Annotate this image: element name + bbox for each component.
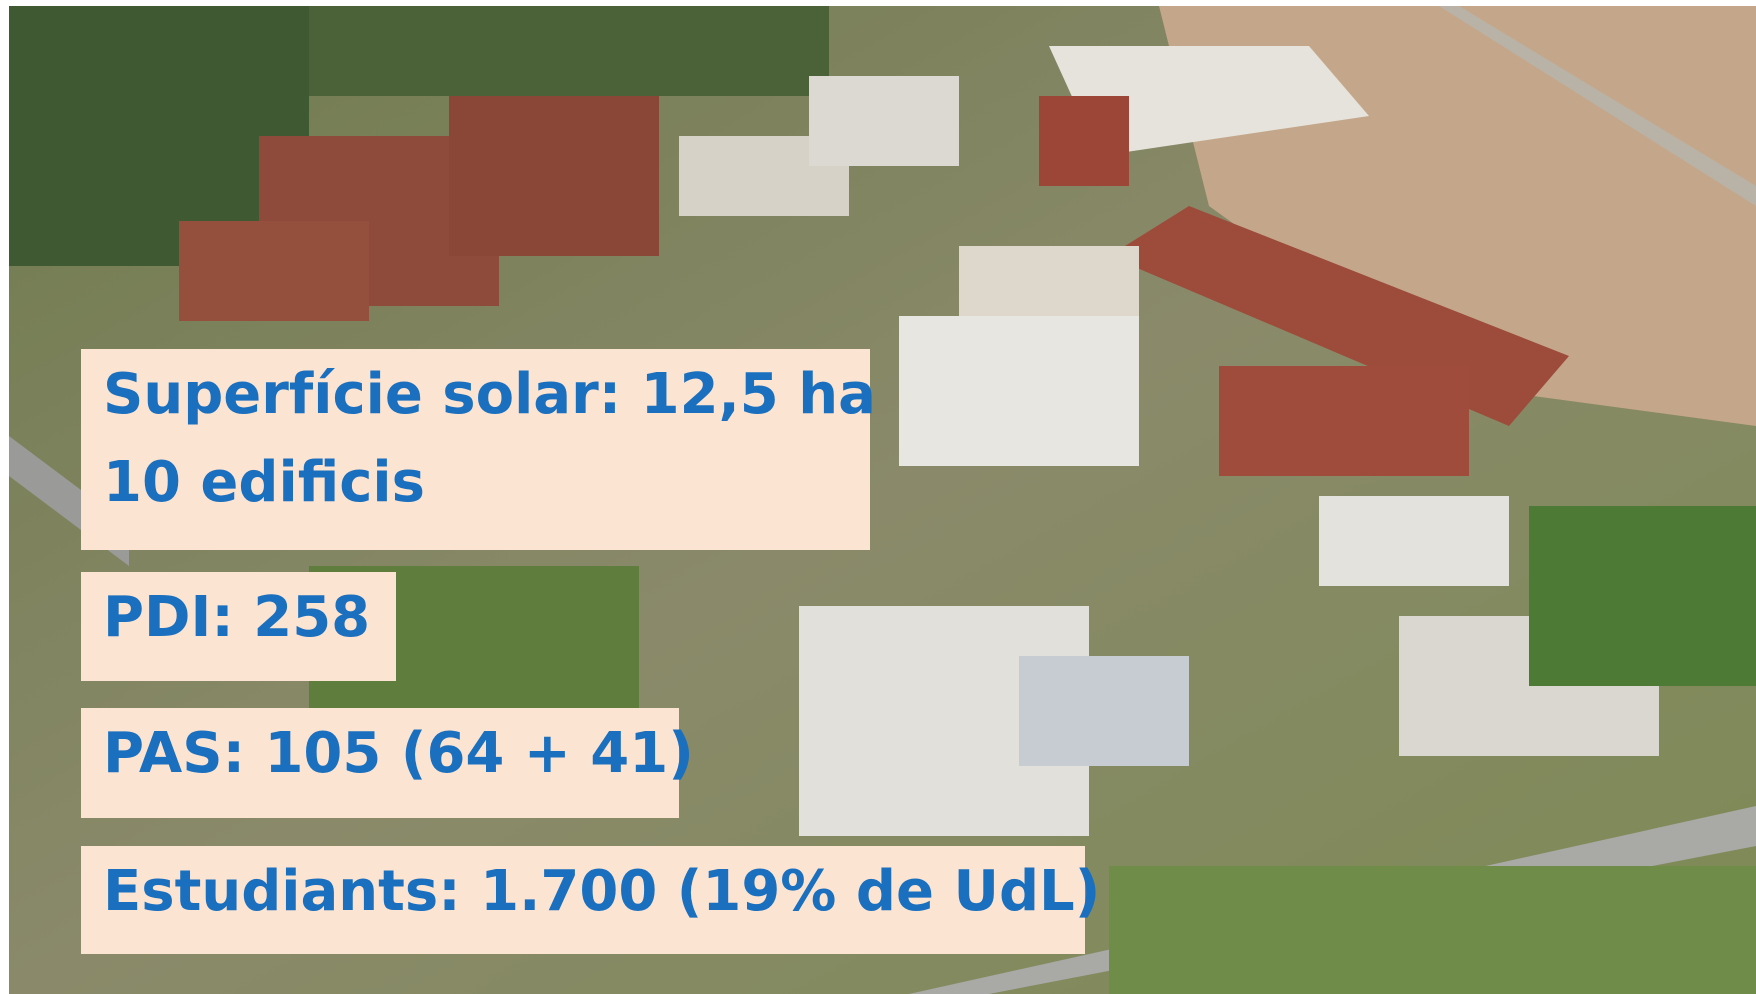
info-box: PAS: 105 (64 + 41): [81, 708, 679, 818]
slide: Superfície solar: 12,5 ha 10 edificis PD…: [0, 0, 1756, 994]
info-line: PAS: 105 (64 + 41): [103, 710, 657, 798]
info-box: PDI: 258: [81, 572, 396, 681]
info-box: Superfície solar: 12,5 ha 10 edificis: [81, 349, 870, 550]
info-line: Superfície solar: 12,5 ha: [103, 351, 848, 439]
info-line: PDI: 258: [103, 574, 374, 662]
info-line: Estudiants: 1.700 (19% de UdL): [103, 848, 1063, 936]
info-line: 10 edificis: [103, 439, 848, 527]
info-box: Estudiants: 1.700 (19% de UdL): [81, 846, 1085, 954]
